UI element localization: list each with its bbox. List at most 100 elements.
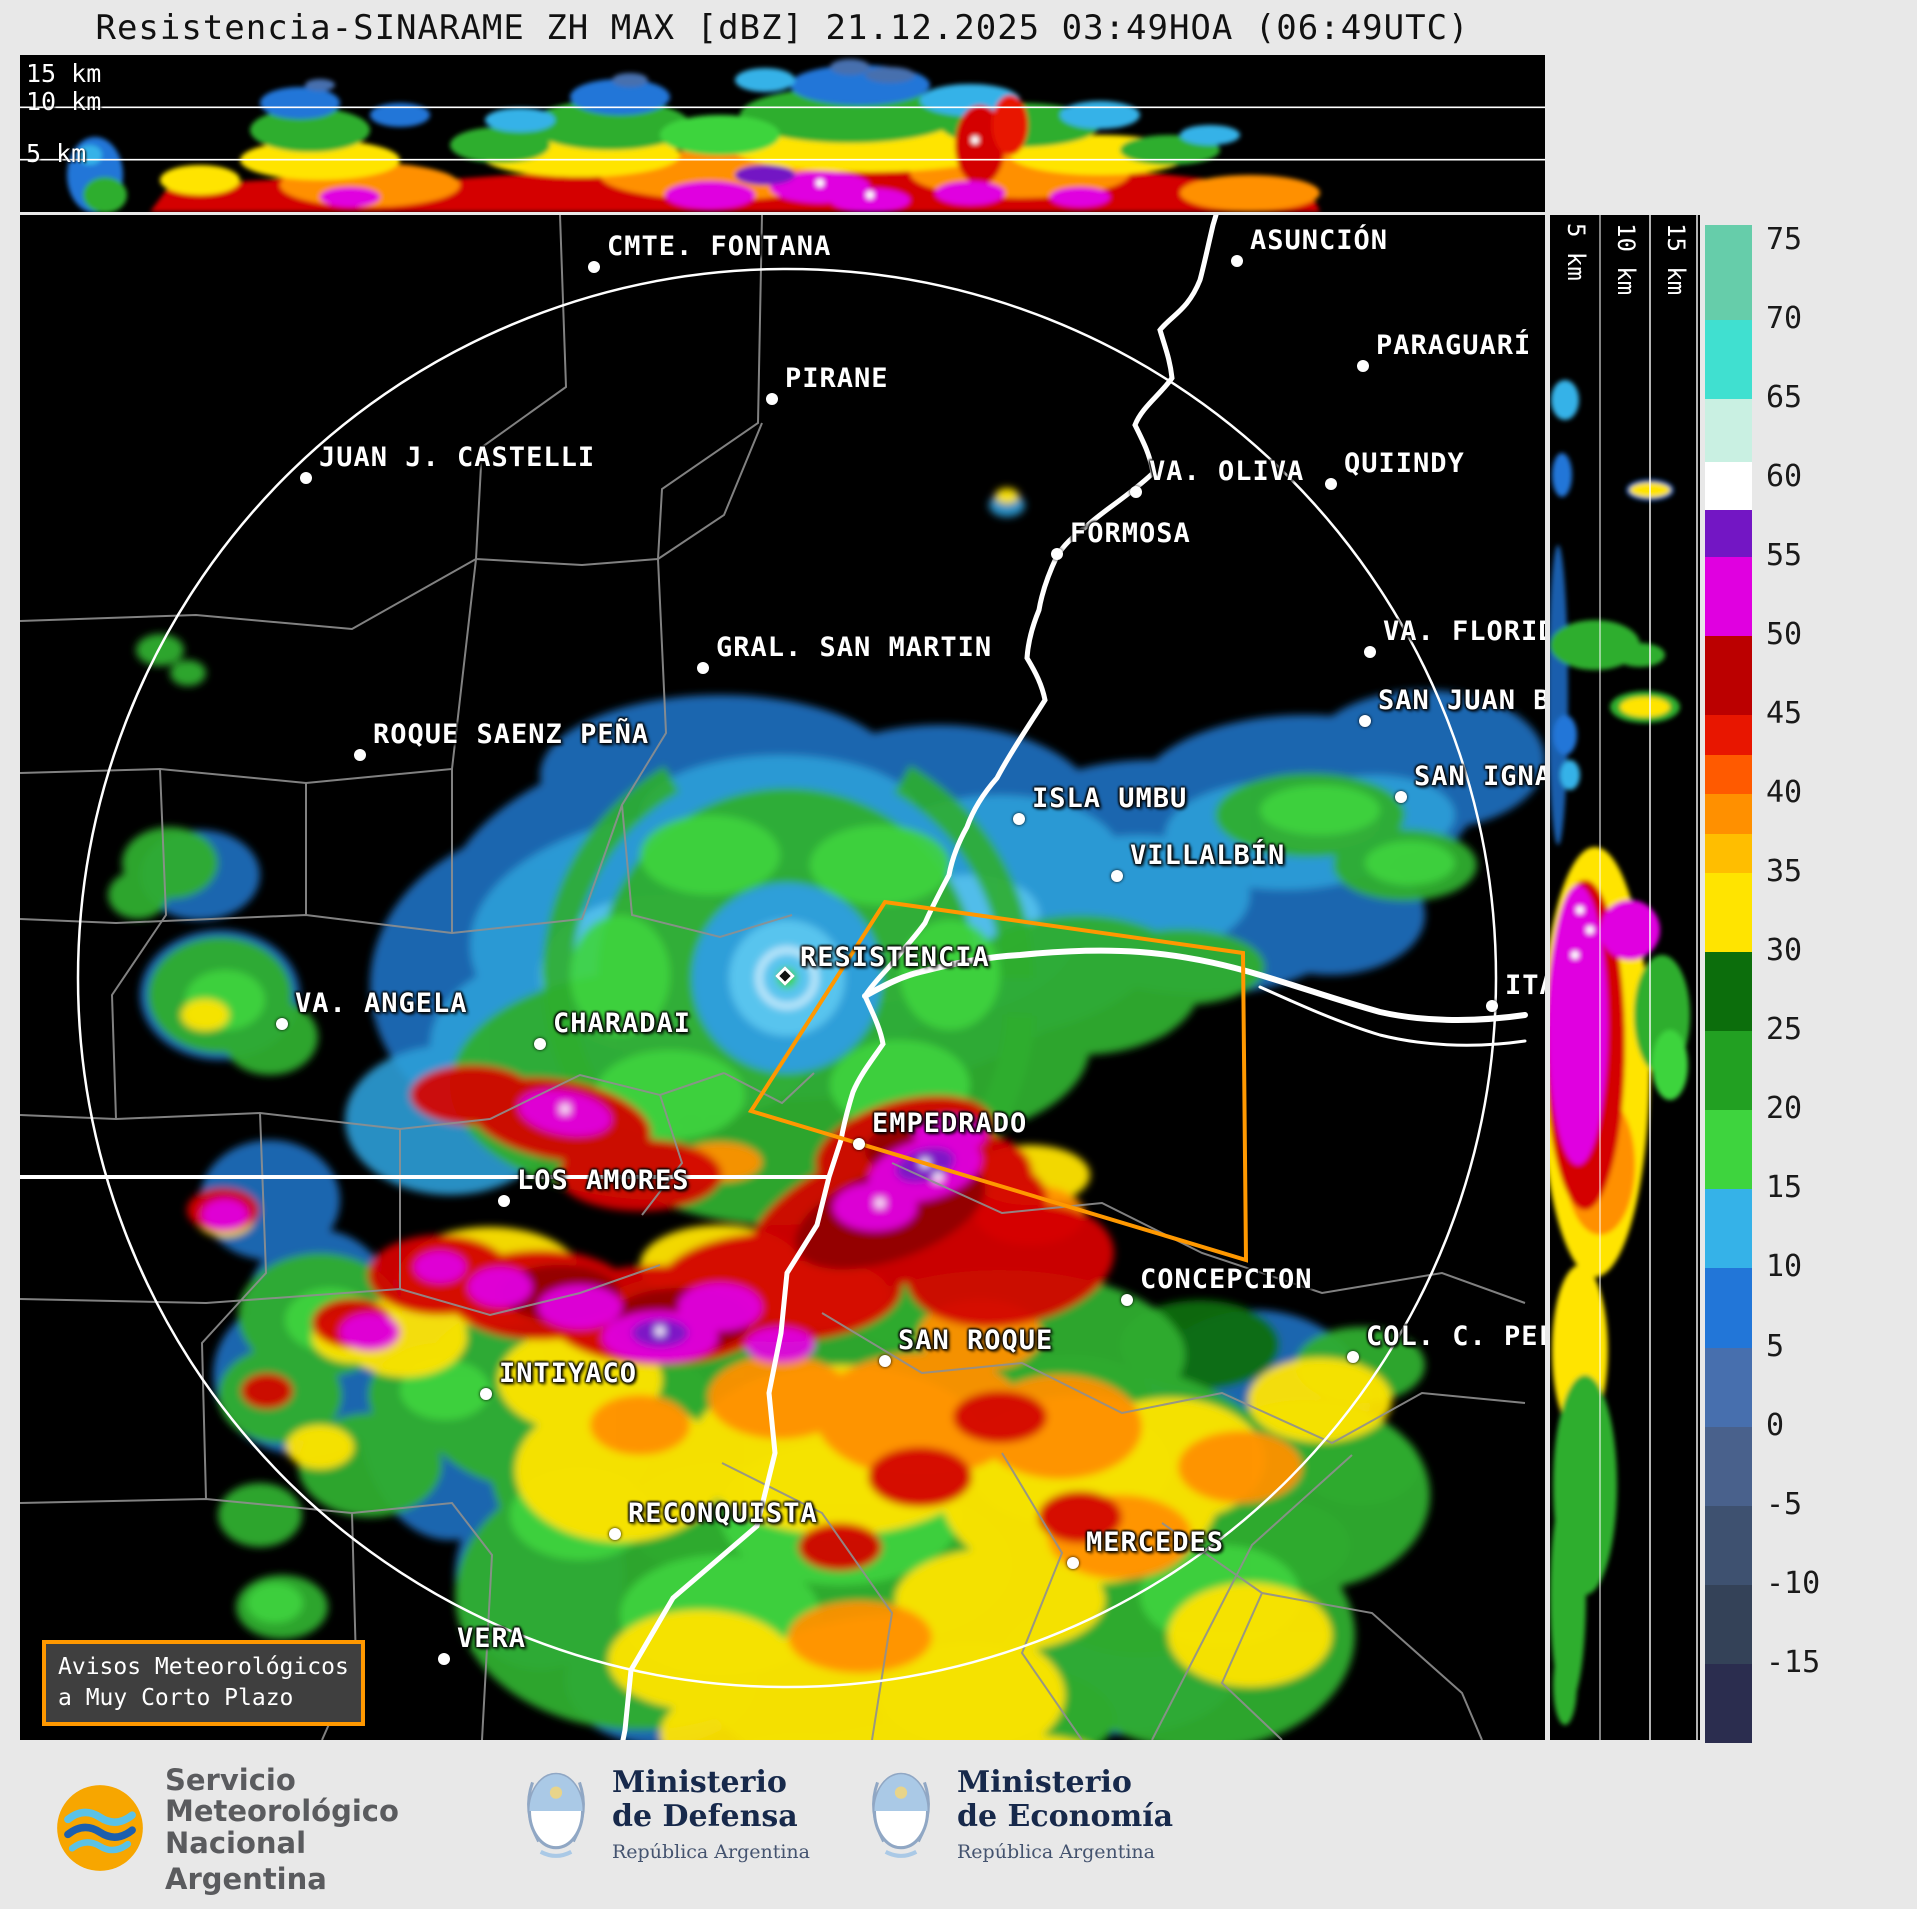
defensa-line1: Ministerio [612,1764,787,1800]
colorbar-tick-label: -10 [1766,1565,1821,1601]
city-dot-icon [534,1038,546,1050]
city-dot-icon [1067,1557,1079,1569]
city-dot-icon [480,1388,492,1400]
colorbar-segment [1705,1584,1752,1664]
range-ring [76,267,1498,1689]
colorbar-tick-label: 50 [1766,616,1803,652]
city-label-layer: CMTE. FONTANA ASUNCIÓN PIRANE PARAGUARÍ JUAN… [20,215,1545,1740]
top-cross-section-graphic [20,59,1545,212]
city-dot-icon [1359,715,1371,727]
colorbar-tick-label: 60 [1766,458,1803,494]
city-label: MERCEDES [1086,1527,1225,1558]
city-label: VA. OLIVA [1149,456,1305,487]
colorbar-tick-label: 10 [1766,1249,1803,1285]
colorbar-segment [1705,1110,1752,1190]
admin-boundaries [20,215,1526,1740]
city-label: VA. FLORIDA [1383,616,1545,647]
colorbar-segment [1705,715,1752,755]
smn-name-line3: Nacional [165,1825,307,1860]
city-dot-icon [1013,813,1025,825]
city-label: FORMOSA [1070,518,1191,549]
economia-sub: República Argentina [957,1840,1155,1863]
city-dot-icon [1364,646,1376,658]
city-label: ROQUE SAENZ PEÑA [373,719,650,750]
city-dot-icon [1121,1294,1133,1306]
city-label: VILLALBÍN [1130,840,1286,871]
colorbar-segment [1705,557,1752,637]
smn-country: Argentina [165,1861,327,1896]
city-dot-icon [1395,791,1407,803]
city-dot-icon [609,1528,621,1540]
warnings-box-line1: Avisos Meteorológicos [58,1654,349,1680]
city-dot-icon [354,749,366,761]
economia-line2: de Economía [957,1799,1174,1834]
city-dot-icon [879,1355,891,1367]
height-label-15km-right: 15 km [1662,223,1690,296]
colorbar-segment [1705,225,1752,320]
colorbar-segment [1705,319,1752,399]
smn-logo-icon [55,1783,145,1877]
city-label: CHARADAI [553,1008,692,1039]
colorbar-tick-label: 40 [1766,774,1803,810]
height-label-5km: 5 km [26,139,87,168]
city-label: INTIYACO [499,1358,638,1389]
city-label: EMPEDRADO [872,1108,1028,1139]
colorbar-tick-label: 45 [1766,695,1803,731]
colorbar-tick-label: 65 [1766,379,1803,415]
city-dot-icon [766,393,778,405]
colorbar-tick-label: 20 [1766,1091,1803,1127]
colorbar-segment [1705,833,1752,874]
defensa-sub: República Argentina [612,1840,810,1863]
colorbar-segment [1705,754,1752,795]
city-dot-icon [438,1653,450,1665]
city-dot-icon [853,1138,865,1150]
city-label: GRAL. SAN MARTIN [716,632,993,663]
colorbar-tick-label: 25 [1766,1012,1803,1048]
city-label: CMTE. FONTANA [607,231,832,262]
city-label: VA. ANGELA [295,988,468,1019]
colorbar-segment [1705,1426,1752,1506]
city-label: RESISTENCIA [800,942,990,973]
colorbar-tick-label: 55 [1766,537,1803,573]
ministerio-defensa-block: Ministerio de Defensa República Argentin… [520,1762,810,1866]
page-title: Resistencia-SINARAME ZH MAX [dBZ] 21.12.… [95,8,1470,48]
colorbar-tick-label: 0 [1766,1407,1785,1443]
site-diamond-icon [775,966,795,986]
city-dot-icon [1231,255,1243,267]
city-label: COL. C. PELLEGRINI [1366,1321,1545,1352]
height-label-10km: 10 km [26,87,102,116]
dbz-colorbar [1705,225,1752,1743]
top-cross-section-panel: 15 km 10 km 5 km [20,55,1545,212]
city-label: VERA [457,1623,527,1654]
rivers [620,215,1528,1740]
colorbar-tick-label: 75 [1766,221,1803,257]
argentina-coat-of-arms-icon [520,1762,592,1866]
city-dot-icon [697,662,709,674]
warnings-box-line2: a Muy Corto Plazo [58,1685,294,1712]
dbz-colorbar-ticks: 75 70 65 60 55 50 45 40 35 30 25 20 15 10 5 0 -5 -10 -15 [1766,221,1886,1740]
argentina-coat-of-arms-icon [865,1762,937,1866]
smn-name-line2: Meteorológico [165,1794,399,1829]
city-label: SAN IGNACIO [1414,761,1545,792]
city-dot-icon [588,261,600,273]
colorbar-segment [1705,1189,1752,1269]
short-term-warnings-box: Avisos Meteorológicos a Muy Corto Plazo [42,1640,365,1727]
smn-logo-block: Servicio Meteorológico Nacional Argentin… [55,1764,399,1896]
colorbar-segment [1705,1268,1752,1348]
colorbar-segment [1705,398,1752,463]
city-dot-icon [1325,478,1337,490]
colorbar-tick-label: -5 [1766,1486,1803,1522]
city-label: RECONQUISTA [628,1498,818,1529]
radar-echo-layer [108,488,1545,1740]
city-label: ASUNCIÓN [1250,225,1389,256]
city-label: ITATÍ [1505,970,1545,1001]
colorbar-tick-label: 5 [1766,1328,1785,1364]
city-dot-icon [276,1018,288,1030]
city-dot-icon [1347,1351,1359,1363]
city-label: SAN ROQUE [898,1325,1054,1356]
colorbar-segment [1705,794,1752,834]
city-dot-icon [300,472,312,484]
colorbar-segment [1705,952,1752,1032]
colorbar-tick-label: -15 [1766,1644,1821,1680]
